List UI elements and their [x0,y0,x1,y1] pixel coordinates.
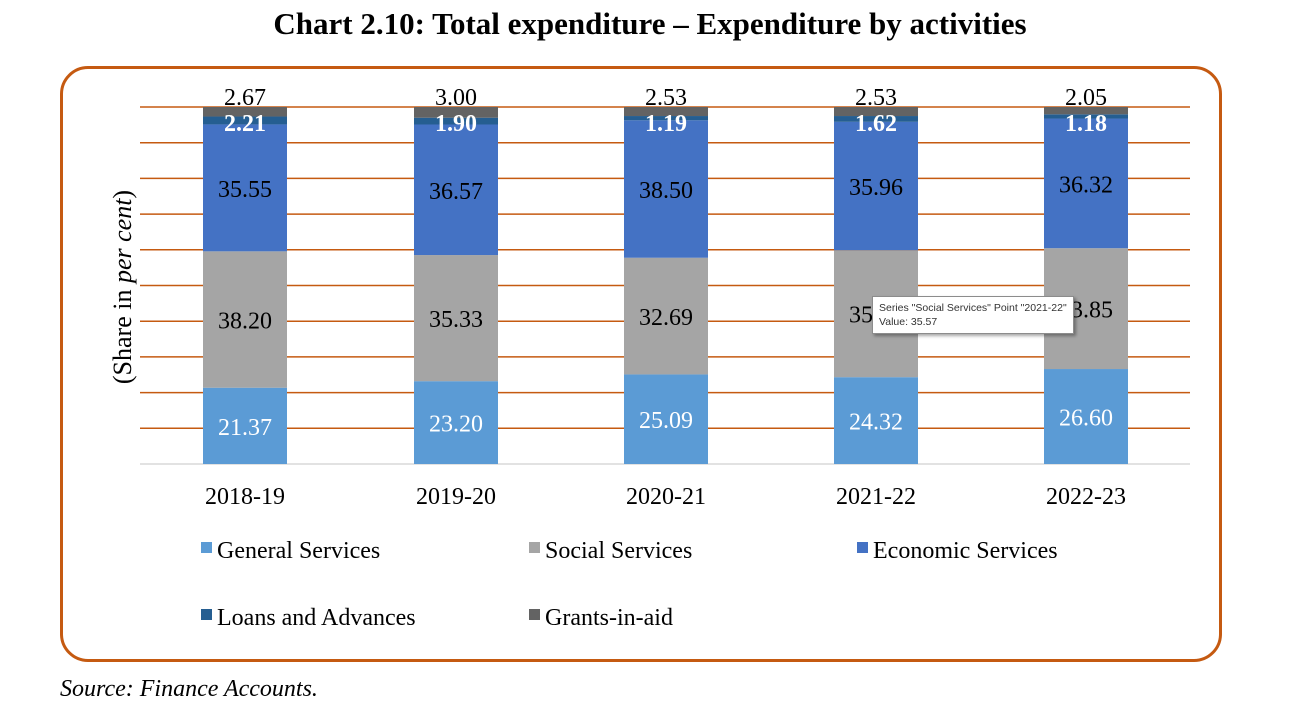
bar-segment [414,381,498,464]
tooltip-value-line: Value: 35.57 [879,316,938,328]
data-label: 2.05 [1065,85,1107,111]
bar-segment [834,107,918,117]
y-axis-label: (Share in per cent) [108,190,137,384]
data-label: 2.53 [855,85,897,111]
bar-segment [834,116,918,122]
bar-segment [1044,107,1128,115]
x-tick-label: 2022-23 [1046,484,1126,510]
bar-segment [414,124,498,256]
data-label: 2.67 [224,85,266,111]
data-label: 38.20 [218,309,272,335]
data-label: 25.09 [639,408,693,434]
bar-segment [203,116,287,125]
legend-swatch [529,609,540,620]
bar-segment [1044,114,1128,119]
legend-label: Social Services [545,538,692,564]
bar-segment [624,116,708,121]
data-label: 36.57 [429,179,483,205]
bar-segment [624,374,708,464]
bar-segment [624,257,708,375]
data-label: 38.50 [639,178,693,204]
data-label: 21.37 [218,415,272,441]
bar-segment [203,387,287,464]
legend-label: Grants-in-aid [545,605,673,631]
source-note: Source: Finance Accounts. [60,676,318,702]
tooltip-series-line: Series "Social Services" Point "2021-22" [879,302,1067,314]
data-label: 24.32 [849,410,903,436]
data-point-tooltip: Series "Social Services" Point "2021-22"… [872,296,1074,334]
bar-segment [414,117,498,125]
legend-swatch [857,542,868,553]
data-label: 2.53 [645,85,687,111]
data-label: 1.62 [855,111,897,137]
bar-segment [624,120,708,258]
x-tick-label: 2021-22 [836,484,916,510]
data-label: 3.00 [435,85,477,111]
data-label: 1.18 [1065,111,1107,137]
bar-segment [203,107,287,117]
data-label: 2.21 [224,111,266,137]
bar-segment [414,255,498,382]
legend-swatch [529,542,540,553]
chart-title: Chart 2.10: Total expenditure – Expendit… [273,6,1027,41]
x-tick-label: 2018-19 [205,484,285,510]
bar-segment [624,107,708,117]
data-label: 26.60 [1059,406,1113,432]
bar-segment [834,377,918,464]
bar-segment [203,124,287,252]
data-label: 35.96 [849,175,903,201]
bar-segment [1044,118,1128,249]
data-label: 32.69 [639,305,693,331]
data-label: 1.90 [435,111,477,137]
legend-swatch [201,542,212,553]
bar-segment [834,121,918,251]
legend-label: Loans and Advances [217,605,416,631]
data-label: 23.20 [429,412,483,438]
bar-segment [203,251,287,388]
data-label: 35.33 [429,307,483,333]
legend-label: Economic Services [873,538,1058,564]
legend-label: General Services [217,538,380,564]
data-label: 36.32 [1059,172,1113,198]
bar-segment [414,107,498,118]
legend-swatch [201,609,212,620]
x-tick-label: 2020-21 [626,484,706,510]
x-tick-label: 2019-20 [416,484,496,510]
data-label: 1.19 [645,111,687,137]
chart-frame [60,66,1222,662]
data-label: 35.55 [218,177,272,203]
bar-segment [1044,369,1128,464]
